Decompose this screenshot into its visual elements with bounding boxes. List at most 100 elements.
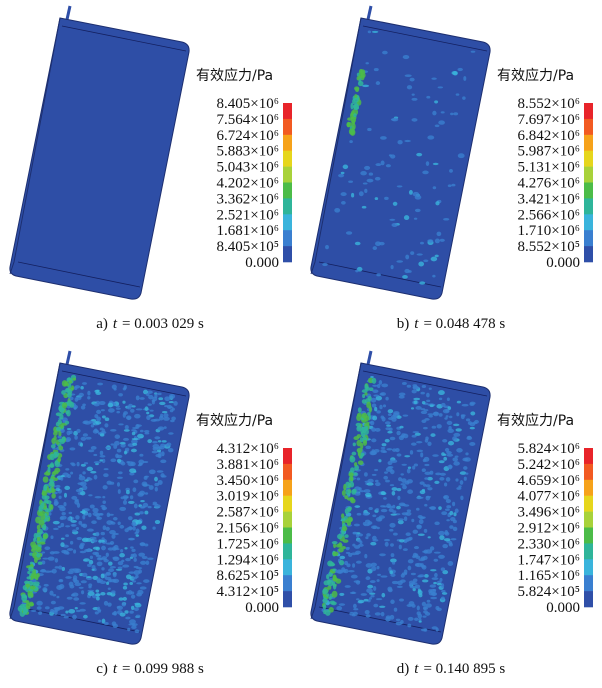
speckle — [160, 473, 164, 477]
speckle — [399, 426, 403, 429]
speckle — [82, 515, 85, 520]
speckle — [394, 608, 398, 612]
speckle — [144, 430, 149, 433]
speckle — [438, 506, 442, 510]
speckle — [159, 402, 165, 405]
speckle — [422, 171, 428, 175]
speckle — [357, 477, 361, 480]
speckle — [430, 433, 435, 437]
colorbar-segment — [584, 575, 593, 591]
speckle — [365, 493, 371, 497]
speckle — [128, 516, 133, 520]
legend-label: 1.294×10⁶ — [217, 552, 279, 568]
speckle — [136, 395, 140, 400]
speckle — [56, 585, 62, 590]
high-stress-speckle — [58, 457, 61, 462]
speckle — [392, 581, 399, 584]
speckle — [381, 575, 388, 577]
colorbar-segment — [584, 528, 593, 544]
caption-value: = 0.140 895 s — [423, 661, 505, 677]
speckle — [366, 614, 371, 617]
speckle — [383, 404, 386, 407]
speckle — [64, 616, 69, 619]
speckle — [433, 582, 437, 584]
speckle — [69, 512, 73, 514]
high-stress-speckle — [366, 422, 370, 425]
speckle — [146, 415, 150, 420]
speckle — [90, 556, 93, 559]
speckle — [402, 485, 407, 489]
speckle — [73, 575, 77, 580]
speckle — [401, 478, 406, 483]
speckle — [139, 511, 144, 514]
speckle — [470, 402, 476, 405]
speckle — [132, 487, 136, 492]
speckle — [433, 412, 439, 416]
speckle — [124, 528, 128, 532]
speckle — [379, 606, 385, 608]
speckle — [107, 603, 111, 607]
high-stress-speckle — [28, 566, 34, 571]
high-stress-speckle — [58, 431, 61, 436]
high-stress-speckle — [40, 542, 46, 545]
speckle — [61, 538, 65, 540]
speckle — [390, 437, 396, 440]
colorbar-segment — [283, 167, 292, 183]
speckle — [158, 440, 161, 442]
legend-label: 0.000 — [245, 600, 279, 616]
speckle — [77, 537, 82, 540]
speckle — [443, 495, 449, 500]
high-stress-speckle — [358, 81, 364, 86]
speckle — [67, 517, 71, 521]
high-stress-speckle — [363, 440, 367, 446]
speckle — [376, 598, 382, 600]
speckle — [397, 488, 401, 491]
speckle — [365, 62, 368, 64]
speckle — [339, 603, 345, 606]
speckle — [85, 538, 91, 542]
caption-variable: t — [113, 316, 118, 332]
speckle — [434, 552, 441, 554]
speckle — [357, 539, 361, 542]
speckle — [87, 467, 94, 471]
speckle — [143, 579, 149, 583]
speckle — [446, 505, 451, 508]
speckle — [413, 192, 420, 197]
speckle — [63, 502, 66, 506]
speckle — [415, 563, 419, 566]
speckle — [102, 415, 106, 418]
high-stress-speckle — [30, 585, 36, 589]
speckle — [425, 439, 429, 443]
speckle — [397, 453, 402, 456]
speckle — [435, 255, 439, 258]
speckle — [355, 242, 361, 245]
speckle — [399, 502, 406, 506]
speckle — [457, 401, 461, 404]
speckle — [124, 610, 128, 613]
speckle — [466, 436, 472, 440]
speckle — [82, 382, 87, 385]
speckle — [387, 506, 394, 509]
speckle — [52, 594, 56, 596]
speckle — [73, 580, 79, 584]
high-stress-speckle — [342, 526, 347, 531]
speckle — [146, 412, 149, 415]
speckle — [393, 202, 398, 206]
high-stress-speckle — [350, 476, 354, 481]
speckle — [450, 517, 455, 521]
high-stress-speckle — [24, 595, 28, 599]
high-stress-speckle — [55, 460, 59, 465]
speckle — [372, 474, 377, 476]
panel: 有效应力/Pa8.552×10⁶7.697×10⁶6.842×10⁶5.987×… — [311, 6, 593, 332]
speckle — [462, 96, 466, 99]
speckle — [168, 448, 174, 452]
speckle — [119, 525, 124, 529]
speckle — [84, 549, 91, 552]
speckle — [422, 579, 429, 582]
speckle — [73, 549, 76, 553]
speckle — [346, 552, 350, 554]
high-stress-speckle — [357, 448, 363, 453]
high-stress-speckle — [361, 431, 366, 437]
speckle — [107, 512, 110, 517]
speckle — [131, 595, 135, 599]
